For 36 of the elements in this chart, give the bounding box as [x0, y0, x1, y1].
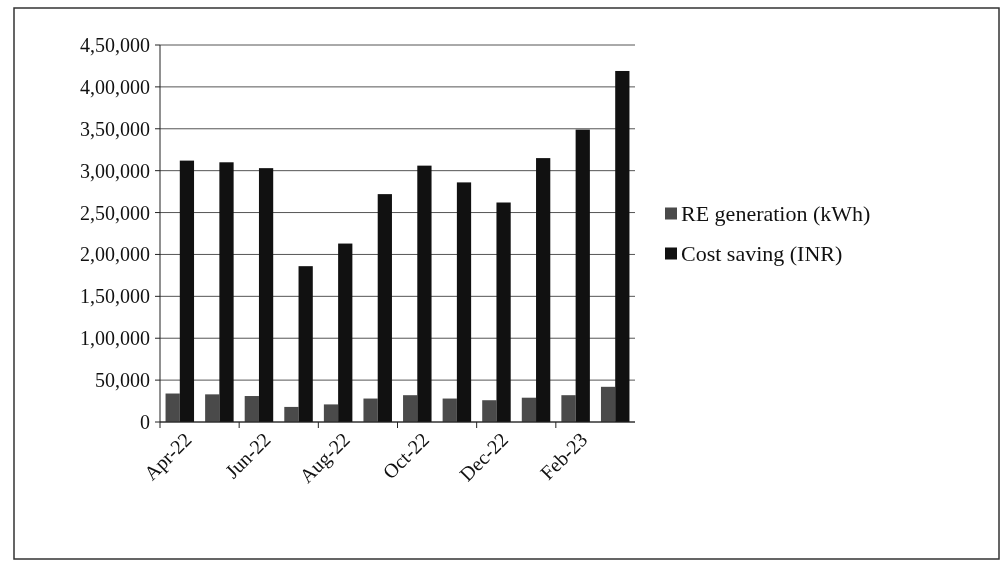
bar — [298, 266, 313, 422]
y-tick-label: 1,50,000 — [80, 285, 150, 308]
y-tick-label: 2,50,000 — [80, 201, 150, 224]
bar — [219, 162, 234, 422]
bar — [377, 194, 392, 422]
bar — [615, 70, 630, 422]
legend-label: RE generation (kWh) — [681, 201, 871, 227]
bar — [482, 400, 497, 422]
bar — [456, 182, 472, 422]
bar — [536, 158, 551, 422]
bar — [575, 129, 590, 422]
bar — [363, 398, 378, 422]
bar — [179, 160, 195, 422]
y-tick-label: 1,00,000 — [80, 327, 150, 350]
y-tick-label: 50,000 — [95, 369, 150, 392]
bar — [521, 397, 537, 422]
bar — [165, 393, 180, 422]
y-tick-label: 2,00,000 — [80, 243, 150, 266]
bar — [284, 406, 299, 422]
bar — [258, 168, 274, 422]
bar — [403, 395, 418, 422]
bar — [323, 404, 339, 422]
y-tick-label: 3,00,000 — [80, 159, 150, 182]
y-tick-label: 0 — [140, 411, 150, 433]
bar — [205, 394, 220, 422]
bar — [561, 395, 576, 422]
legend-label: Cost saving (INR) — [681, 241, 843, 267]
bar — [244, 396, 259, 422]
y-tick-label: 4,50,000 — [80, 34, 150, 56]
y-tick-label: 3,50,000 — [80, 117, 150, 140]
y-tick-label: 4,00,000 — [80, 75, 150, 98]
bar — [338, 243, 353, 422]
bar — [442, 398, 457, 422]
bar — [600, 386, 616, 422]
bar — [496, 202, 511, 422]
bar — [417, 165, 432, 422]
